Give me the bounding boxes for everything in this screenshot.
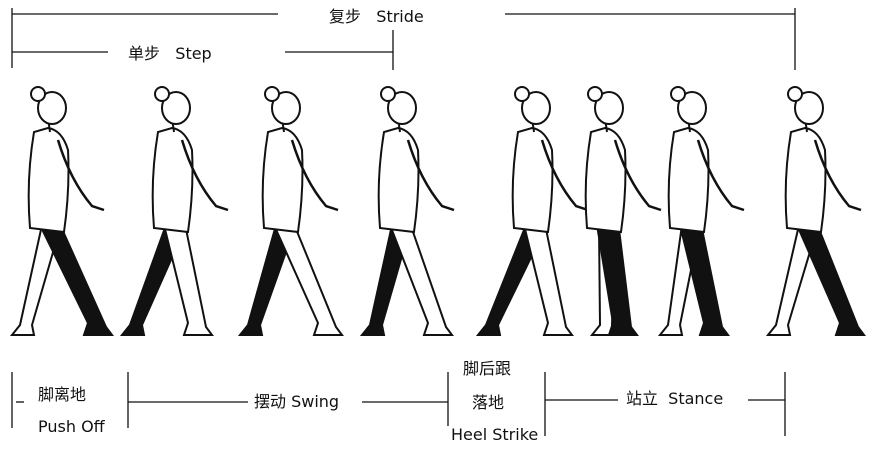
- stride-label-en: Stride: [376, 7, 424, 26]
- arm: [290, 139, 339, 212]
- front-leg: [388, 223, 454, 336]
- head: [387, 91, 417, 125]
- hair-bun: [670, 86, 686, 102]
- head: [37, 91, 67, 125]
- stride-label: 复步 Stride: [325, 8, 428, 26]
- walking-figure-8: [765, 86, 866, 336]
- arm: [613, 139, 662, 212]
- head: [521, 91, 551, 125]
- walking-figure-7: [657, 86, 745, 336]
- heel-strike-label-en: Heel Strike: [447, 426, 543, 444]
- arm: [406, 139, 455, 212]
- torso: [667, 126, 710, 234]
- arm: [813, 139, 862, 212]
- torso: [261, 126, 304, 234]
- front-leg: [38, 223, 114, 336]
- front-leg: [795, 223, 866, 336]
- walking-figure-4: [359, 86, 455, 336]
- torso: [584, 126, 627, 234]
- arm: [180, 139, 229, 212]
- hair-bun: [514, 86, 530, 102]
- heel-strike-label-zh-2: 落地: [468, 394, 509, 412]
- push-off-label-zh: 脚离地: [34, 386, 91, 404]
- head: [677, 91, 707, 125]
- front-leg: [522, 223, 574, 336]
- front-leg: [162, 223, 214, 336]
- hair-bun: [787, 86, 803, 102]
- head: [271, 91, 301, 125]
- walking-figure-6: [584, 86, 662, 336]
- stride-label-zh: 复步: [329, 7, 362, 26]
- step-label-en: Step: [175, 44, 212, 63]
- walking-figure-3: [237, 86, 344, 336]
- hair-bun: [380, 86, 396, 102]
- arm: [56, 139, 105, 212]
- hair-bun: [154, 86, 170, 102]
- torso: [377, 126, 420, 234]
- swing-label: 摆动 Swing: [250, 393, 344, 411]
- torso: [511, 126, 554, 234]
- hair-bun: [264, 86, 280, 102]
- step-label: 单步 Step: [124, 45, 216, 63]
- stance-label: 站立 Stance: [622, 390, 728, 408]
- push-off-label-en: Push Off: [34, 418, 109, 436]
- walking-figure-2: [119, 86, 229, 336]
- hair-bun: [30, 86, 46, 102]
- head: [794, 91, 824, 125]
- heel-strike-label-zh-1: 脚后跟: [459, 360, 516, 378]
- front-leg: [272, 223, 344, 336]
- hair-bun: [587, 86, 603, 102]
- head: [161, 91, 191, 125]
- arm: [696, 139, 745, 212]
- torso: [27, 126, 70, 234]
- torso: [784, 126, 827, 234]
- head: [594, 91, 624, 125]
- torso: [151, 126, 194, 234]
- step-label-zh: 单步: [128, 44, 161, 63]
- arm: [540, 139, 589, 212]
- walking-figure-1: [9, 86, 114, 336]
- walking-figure-5: [475, 86, 589, 336]
